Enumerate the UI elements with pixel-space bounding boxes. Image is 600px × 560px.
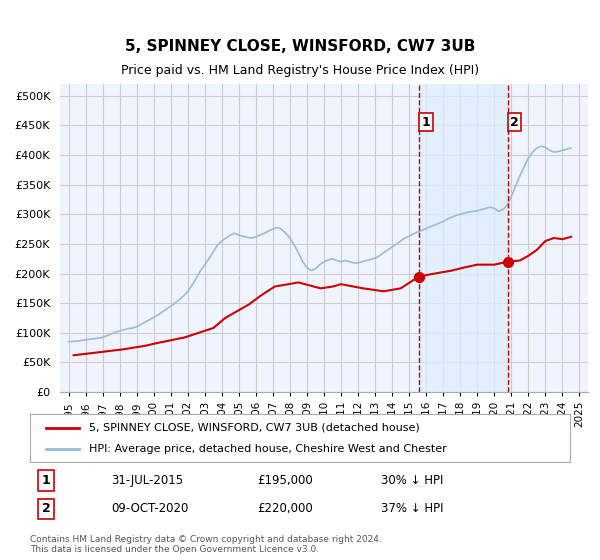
- Bar: [419, 84, 508, 392]
- Text: 09-OCT-2020: 09-OCT-2020: [111, 502, 188, 515]
- Text: HPI: Average price, detached house, Cheshire West and Chester: HPI: Average price, detached house, Ches…: [89, 444, 447, 454]
- Text: 37% ↓ HPI: 37% ↓ HPI: [381, 502, 443, 515]
- Text: 1: 1: [422, 116, 430, 129]
- Text: 31-JUL-2015: 31-JUL-2015: [111, 474, 183, 487]
- Text: £220,000: £220,000: [257, 502, 313, 515]
- Text: 5, SPINNEY CLOSE, WINSFORD, CW7 3UB: 5, SPINNEY CLOSE, WINSFORD, CW7 3UB: [125, 39, 475, 54]
- Text: 2: 2: [42, 502, 50, 515]
- Text: 5, SPINNEY CLOSE, WINSFORD, CW7 3UB (detached house): 5, SPINNEY CLOSE, WINSFORD, CW7 3UB (det…: [89, 423, 420, 433]
- Text: 30% ↓ HPI: 30% ↓ HPI: [381, 474, 443, 487]
- Text: 2: 2: [510, 116, 519, 129]
- Text: Price paid vs. HM Land Registry's House Price Index (HPI): Price paid vs. HM Land Registry's House …: [121, 64, 479, 77]
- Text: Contains HM Land Registry data © Crown copyright and database right 2024.
This d: Contains HM Land Registry data © Crown c…: [30, 535, 382, 554]
- Text: 1: 1: [42, 474, 50, 487]
- Text: £195,000: £195,000: [257, 474, 313, 487]
